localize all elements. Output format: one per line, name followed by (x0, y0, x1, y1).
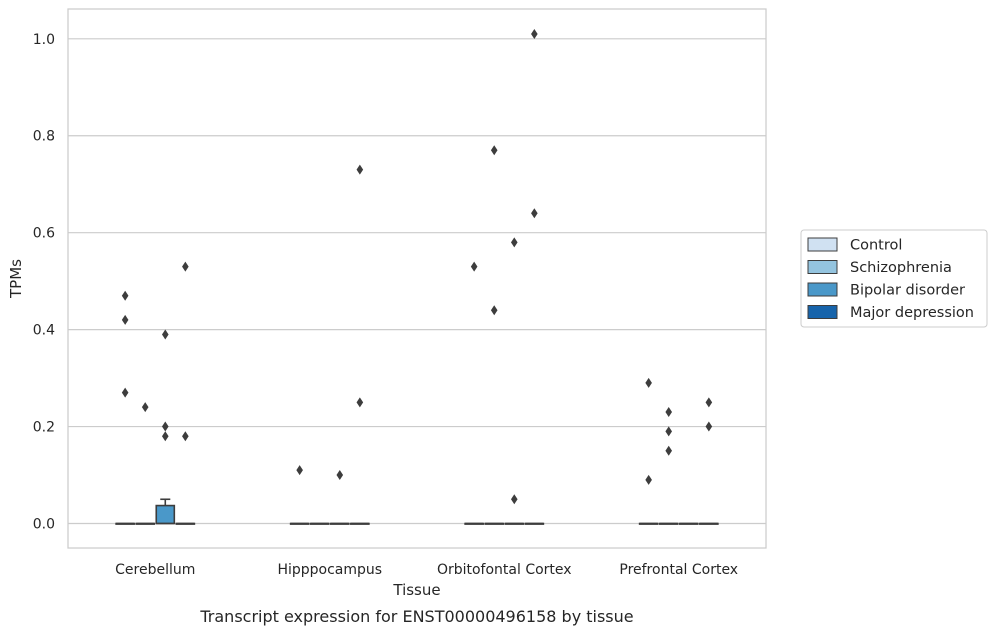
box-group (678, 522, 699, 525)
outlier-point (296, 465, 303, 476)
legend-swatch (807, 237, 838, 252)
x-tick-label: Prefrontal Cortex (619, 562, 738, 578)
box-group (289, 465, 310, 525)
outlier-point (470, 261, 478, 272)
legend-frame (800, 229, 988, 328)
box-group (658, 407, 679, 525)
box-group (135, 402, 156, 525)
outlier-point (665, 426, 673, 437)
legend-label: Major depression (850, 305, 974, 321)
outlier-point (665, 407, 673, 418)
legend-swatch (807, 260, 838, 274)
outlier-point (356, 164, 364, 175)
outlier-point (705, 421, 713, 432)
outlier-point (510, 494, 518, 505)
grid-lines (68, 38, 766, 525)
outlier-point (182, 431, 189, 442)
outlier-point (121, 387, 129, 398)
y-tick-label: 0.6 (33, 226, 55, 242)
y-tick-label: 0.4 (33, 323, 55, 339)
x-axis-label: Tissue (392, 581, 440, 599)
outlier-point (705, 397, 713, 408)
box-group (484, 145, 505, 525)
outlier-point (161, 329, 169, 340)
chart-caption: Transcript expression for ENST0000049615… (199, 607, 633, 626)
box-group (350, 164, 370, 525)
y-tick-label: 0.0 (33, 517, 55, 533)
outlier-point (510, 237, 518, 248)
legend: Control Schizophrenia Bipolar disorder Majo… (800, 229, 988, 328)
outlier-point (121, 290, 129, 301)
outlier-point (645, 377, 652, 388)
box-group (175, 261, 196, 525)
outlier-point (336, 470, 344, 481)
plot-frame (67, 8, 767, 549)
x-tick-label: Cerebellum (115, 562, 195, 578)
box-group (155, 329, 176, 525)
box-group (329, 470, 350, 525)
x-tick-labels: Cerebellum Hipppocampus Orbitofontal Corte… (115, 562, 738, 578)
outlier-point (356, 397, 364, 408)
outlier-point (161, 431, 169, 442)
outlier-point (161, 421, 169, 432)
outlier-point (531, 208, 538, 219)
outlier-point (121, 314, 129, 325)
box-group (504, 237, 525, 525)
legend-label: Control (850, 238, 902, 254)
outlier-point (665, 445, 673, 456)
outlier-point (531, 28, 538, 39)
outlier-point (490, 145, 498, 156)
y-axis-label: TPMs (7, 259, 25, 299)
y-tick-label: 0.2 (33, 420, 55, 436)
box (155, 504, 176, 525)
x-tick-label: Orbitofontal Cortex (437, 562, 572, 578)
legend-swatch (807, 282, 838, 297)
y-tick-label: 0.8 (33, 129, 55, 145)
legend-items: Control Schizophrenia Bipolar disorder Majo… (807, 237, 974, 321)
outlier-point (182, 261, 189, 272)
y-tick-labels: 0.0 0.2 0.4 0.6 0.8 1.0 (33, 32, 55, 533)
x-tick-label: Hipppocampus (277, 562, 382, 578)
outlier-point (490, 305, 498, 316)
box-group (115, 290, 135, 525)
box-group (309, 522, 330, 525)
outlier-point (645, 474, 652, 485)
legend-label: Bipolar disorder (850, 283, 965, 299)
outlier-point (141, 402, 149, 413)
legend-label: Schizophrenia (850, 260, 952, 276)
box-group (464, 261, 484, 525)
box-group (638, 377, 659, 525)
legend-swatch (807, 305, 838, 319)
chart-marks (115, 28, 719, 525)
box-group (699, 397, 719, 525)
box-group (524, 28, 545, 525)
y-tick-label: 1.0 (33, 32, 55, 48)
